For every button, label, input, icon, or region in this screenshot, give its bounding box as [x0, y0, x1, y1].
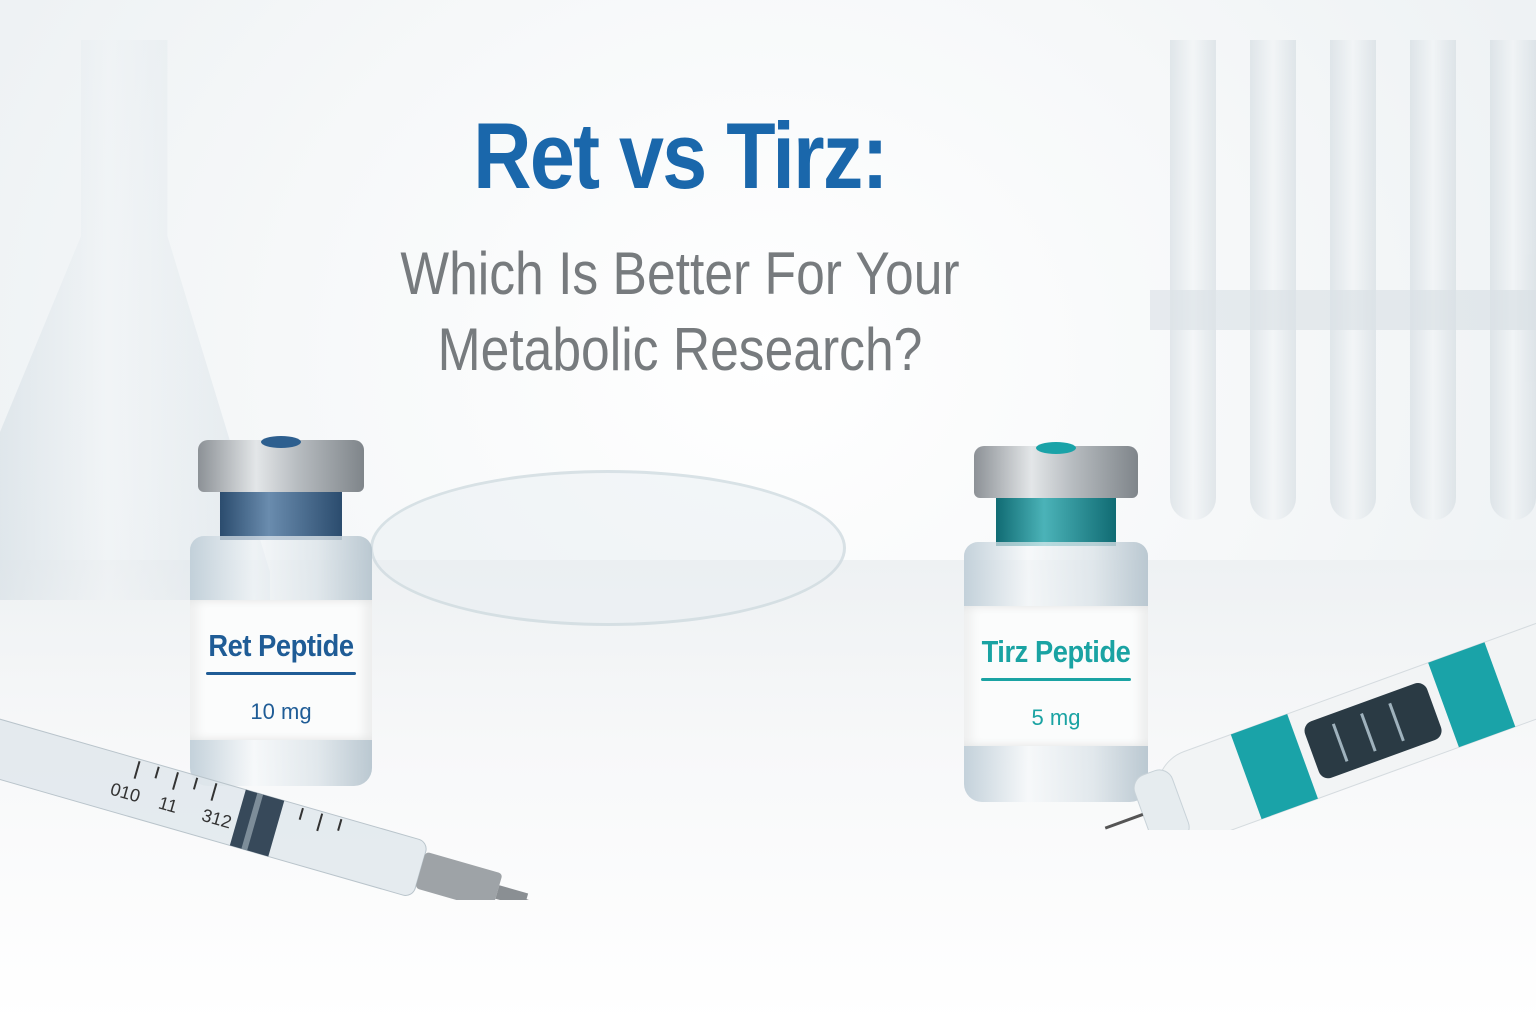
injection-pen: [1104, 618, 1536, 830]
syringe: 010 11 312: [0, 717, 652, 900]
vial-label: Ret Peptide 10 mg: [190, 600, 372, 740]
tirz-peptide-vial: Tirz Peptide 5 mg: [964, 442, 1148, 806]
headline: Ret vs Tirz:: [473, 103, 888, 208]
vial-dose: 10 mg: [250, 699, 312, 724]
background-test-tubes: [1150, 40, 1536, 540]
subheadline-line-2: Metabolic Research?: [437, 316, 923, 383]
label-divider: [981, 678, 1131, 681]
syringe-marking: 11: [156, 793, 179, 817]
subheadline-line-1: Which Is Better For Your: [400, 240, 960, 307]
vial-label: Tirz Peptide 5 mg: [964, 606, 1148, 746]
vial-name: Ret Peptide: [208, 628, 354, 663]
vial-name: Tirz Peptide: [981, 634, 1131, 669]
subheadline: Which Is Better For Your Metabolic Resea…: [95, 236, 1265, 388]
vial-dose: 5 mg: [1031, 705, 1081, 730]
label-divider: [206, 672, 356, 675]
ret-peptide-vial: Ret Peptide 10 mg: [190, 436, 372, 790]
petri-dish: [370, 470, 846, 626]
